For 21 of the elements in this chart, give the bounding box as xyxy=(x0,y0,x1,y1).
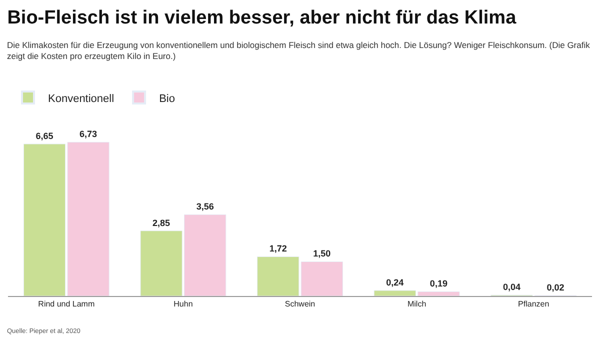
legend-label: Bio xyxy=(159,92,175,105)
data-label: 6,65 xyxy=(36,131,54,141)
data-label: 0,19 xyxy=(430,278,448,289)
data-label: 3,56 xyxy=(196,202,214,212)
chart-title: Bio-Fleisch ist in vielem besser, aber nicht für das Klima xyxy=(7,7,517,28)
bar xyxy=(300,261,343,296)
data-label: 1,50 xyxy=(313,248,331,259)
legend-label: Konventionell xyxy=(48,92,114,105)
data-label: 6,73 xyxy=(80,129,98,140)
data-label: 0,02 xyxy=(546,282,564,293)
x-tick-label: Huhn xyxy=(174,300,193,309)
data-label: 0,24 xyxy=(386,278,404,288)
bar xyxy=(257,256,300,296)
data-label: 2,85 xyxy=(152,218,170,228)
x-tick-label: Schwein xyxy=(284,300,316,309)
x-tick-label: Pflanzen xyxy=(518,300,550,309)
data-label: 0,04 xyxy=(502,282,520,292)
x-tick-label: Milch xyxy=(407,300,426,309)
data-label: 1,72 xyxy=(269,244,287,254)
chart-subtitle: Die Klimakosten für die Erzeugung von konventionellem und biologischem Fleisch sind etwa gleich hoch. Die Lösung? Weniger Fleischkonsum. (Die Grafik zeigt die Kosten pro erzeugtem Kilo in Euro.) xyxy=(7,40,591,62)
x-tick-label: Rind und Lamm xyxy=(38,300,95,309)
